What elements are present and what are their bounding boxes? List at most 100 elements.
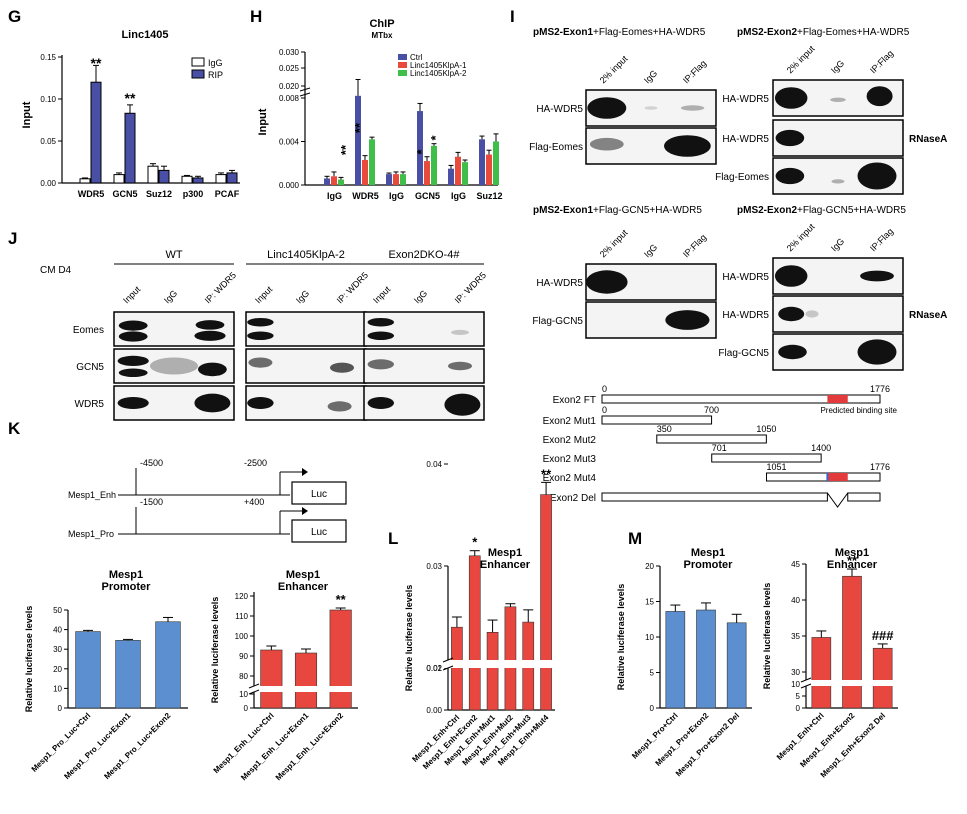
xlabel: Mesp1_Pro_Luc+Exon1 — [62, 711, 132, 781]
blot-col-label: 2% input — [598, 53, 630, 85]
exon-start: 0 — [602, 384, 607, 394]
g-ytick: 0.00 — [40, 179, 56, 188]
ytick: 15 — [645, 598, 654, 607]
legend-h-ka1: Linc1405KlpA-1 — [410, 61, 467, 70]
blot-band — [586, 270, 628, 294]
bar — [811, 637, 832, 709]
panel-letter-k: K — [8, 419, 21, 438]
exon-start: 1051 — [767, 462, 787, 472]
blot-title: pMS2-Exon2+Flag-GCN5+HA-WDR5 — [737, 205, 906, 216]
j-col-label: Input — [371, 284, 393, 306]
h-bar — [338, 179, 344, 185]
blot-row-label: HA-WDR5 — [722, 310, 769, 321]
blot-col-label: IP:Flag — [868, 48, 895, 75]
h-xlabel: IgG — [327, 191, 342, 201]
h-xlabel: GCN5 — [415, 191, 440, 201]
j-col-label: IgG — [412, 288, 429, 305]
ytick: 0.04 — [426, 460, 442, 469]
g-ytick: 0.10 — [40, 95, 56, 104]
blot-col-label: IP:Flag — [681, 58, 708, 85]
legend-g-rip: RIP — [208, 70, 223, 80]
bar — [504, 606, 517, 711]
h-bar — [386, 174, 392, 185]
h-xlabel: IgG — [389, 191, 404, 201]
chart-subtitle: Promoter — [684, 559, 734, 571]
ytick: 0 — [58, 704, 63, 713]
ytick: 5 — [796, 692, 801, 701]
binding-site — [827, 473, 848, 481]
h-bar — [448, 168, 454, 185]
panel-j-blots: CM D4 WT Input IgG IP: WDR5 Linc1405KlpA-2 In… — [40, 249, 488, 421]
chart-title: Mesp1 — [109, 569, 143, 581]
blot-col-label: 2% input — [785, 43, 817, 75]
blot-col-label: 2% input — [598, 227, 630, 259]
panel-letter-h: H — [250, 7, 262, 26]
g-bar — [192, 177, 204, 184]
blot-band — [367, 317, 394, 327]
xlabel: Mesp1_Pro_Luc+Exon2 — [102, 711, 172, 781]
chart-ylabel: Relative luciferase levels — [24, 606, 34, 713]
chart-h: ChIP MTbx Input 0.000 0.004 0.008 0.020 0.02… — [257, 18, 503, 201]
blot-band — [451, 329, 469, 335]
blot-band — [117, 355, 149, 366]
h-ytick: 0.030 — [279, 48, 300, 57]
blot-col-label: IgG — [642, 242, 659, 259]
sig-mark: * — [472, 535, 478, 550]
blot-band — [194, 393, 231, 413]
h-sig: ** — [352, 122, 367, 133]
h-xlabel: WDR5 — [352, 191, 379, 201]
chart-subtitle: Enhancer — [278, 581, 329, 593]
exon-segment — [766, 472, 881, 482]
bar — [540, 494, 552, 711]
k-pro-end: +400 — [244, 497, 264, 507]
chart-g: Linc1405 Input 0.00 0.05 0.10 0.15 WDR5 GCN5… — [21, 29, 240, 199]
j-col-label: Input — [253, 284, 275, 306]
exon-end: 1776 — [870, 384, 890, 394]
h-sig: * — [414, 149, 429, 155]
h-xlabel: Suz12 — [476, 191, 502, 201]
panel-letter-i: I — [510, 7, 515, 26]
j-col-label: IP: WDR5 — [203, 270, 238, 305]
ytick: 20 — [645, 562, 654, 571]
blot-col-label: IgG — [642, 68, 659, 85]
h-ytick: 0.004 — [279, 138, 300, 147]
exon-start: 350 — [657, 424, 672, 434]
chart-g-ylabel: Input — [21, 101, 33, 128]
g-xlabel: WDR5 — [78, 189, 105, 199]
blot-band — [444, 393, 481, 416]
xlabel: Mesp1_Pro+Exon2 — [654, 711, 711, 768]
ytick: 0.01 — [426, 664, 442, 673]
ytick: 30 — [791, 668, 800, 677]
panel-i-blots: pMS2-Exon1+Flag-Eomes+HA-WDR5 2% input IgG… — [529, 27, 947, 371]
panel-letter-l: L — [388, 529, 398, 548]
h-bar — [431, 145, 437, 185]
blot-band — [644, 106, 658, 110]
ytick: 80 — [239, 672, 248, 681]
ytick: 45 — [791, 560, 800, 569]
blot-band — [117, 397, 149, 409]
blot-band — [775, 129, 805, 147]
blot-band — [778, 344, 807, 360]
j-row-label: Eomes — [73, 325, 104, 336]
h-xlabel: IgG — [451, 191, 466, 201]
blot-band — [118, 368, 148, 378]
j-condition: CM D4 — [40, 265, 72, 276]
k-enh-end: -2500 — [244, 458, 267, 468]
blot-band — [448, 361, 472, 371]
bar — [260, 649, 283, 709]
chart-title: Mesp1 — [691, 547, 725, 559]
blot-band — [774, 87, 808, 109]
k-constructs: Mesp1_Enh -4500 -2500 Luc Mesp1_Pro -150… — [68, 458, 347, 543]
exon-row-label: Exon2 Mut3 — [543, 454, 597, 465]
sig-mark: ### — [872, 628, 894, 643]
blot-band — [680, 105, 705, 111]
exon-map: Exon2 FT Exon2 Mut1 Exon2 Mut2 Exon2 Mut3 Ex… — [543, 384, 898, 508]
exon-row-label: Exon2 Mut1 — [543, 416, 597, 427]
j-col-label: IgG — [162, 288, 179, 305]
blot-band — [587, 97, 627, 119]
h-sig: * — [428, 135, 443, 141]
k-luc-1: Luc — [311, 489, 327, 500]
h-bar — [479, 139, 485, 185]
